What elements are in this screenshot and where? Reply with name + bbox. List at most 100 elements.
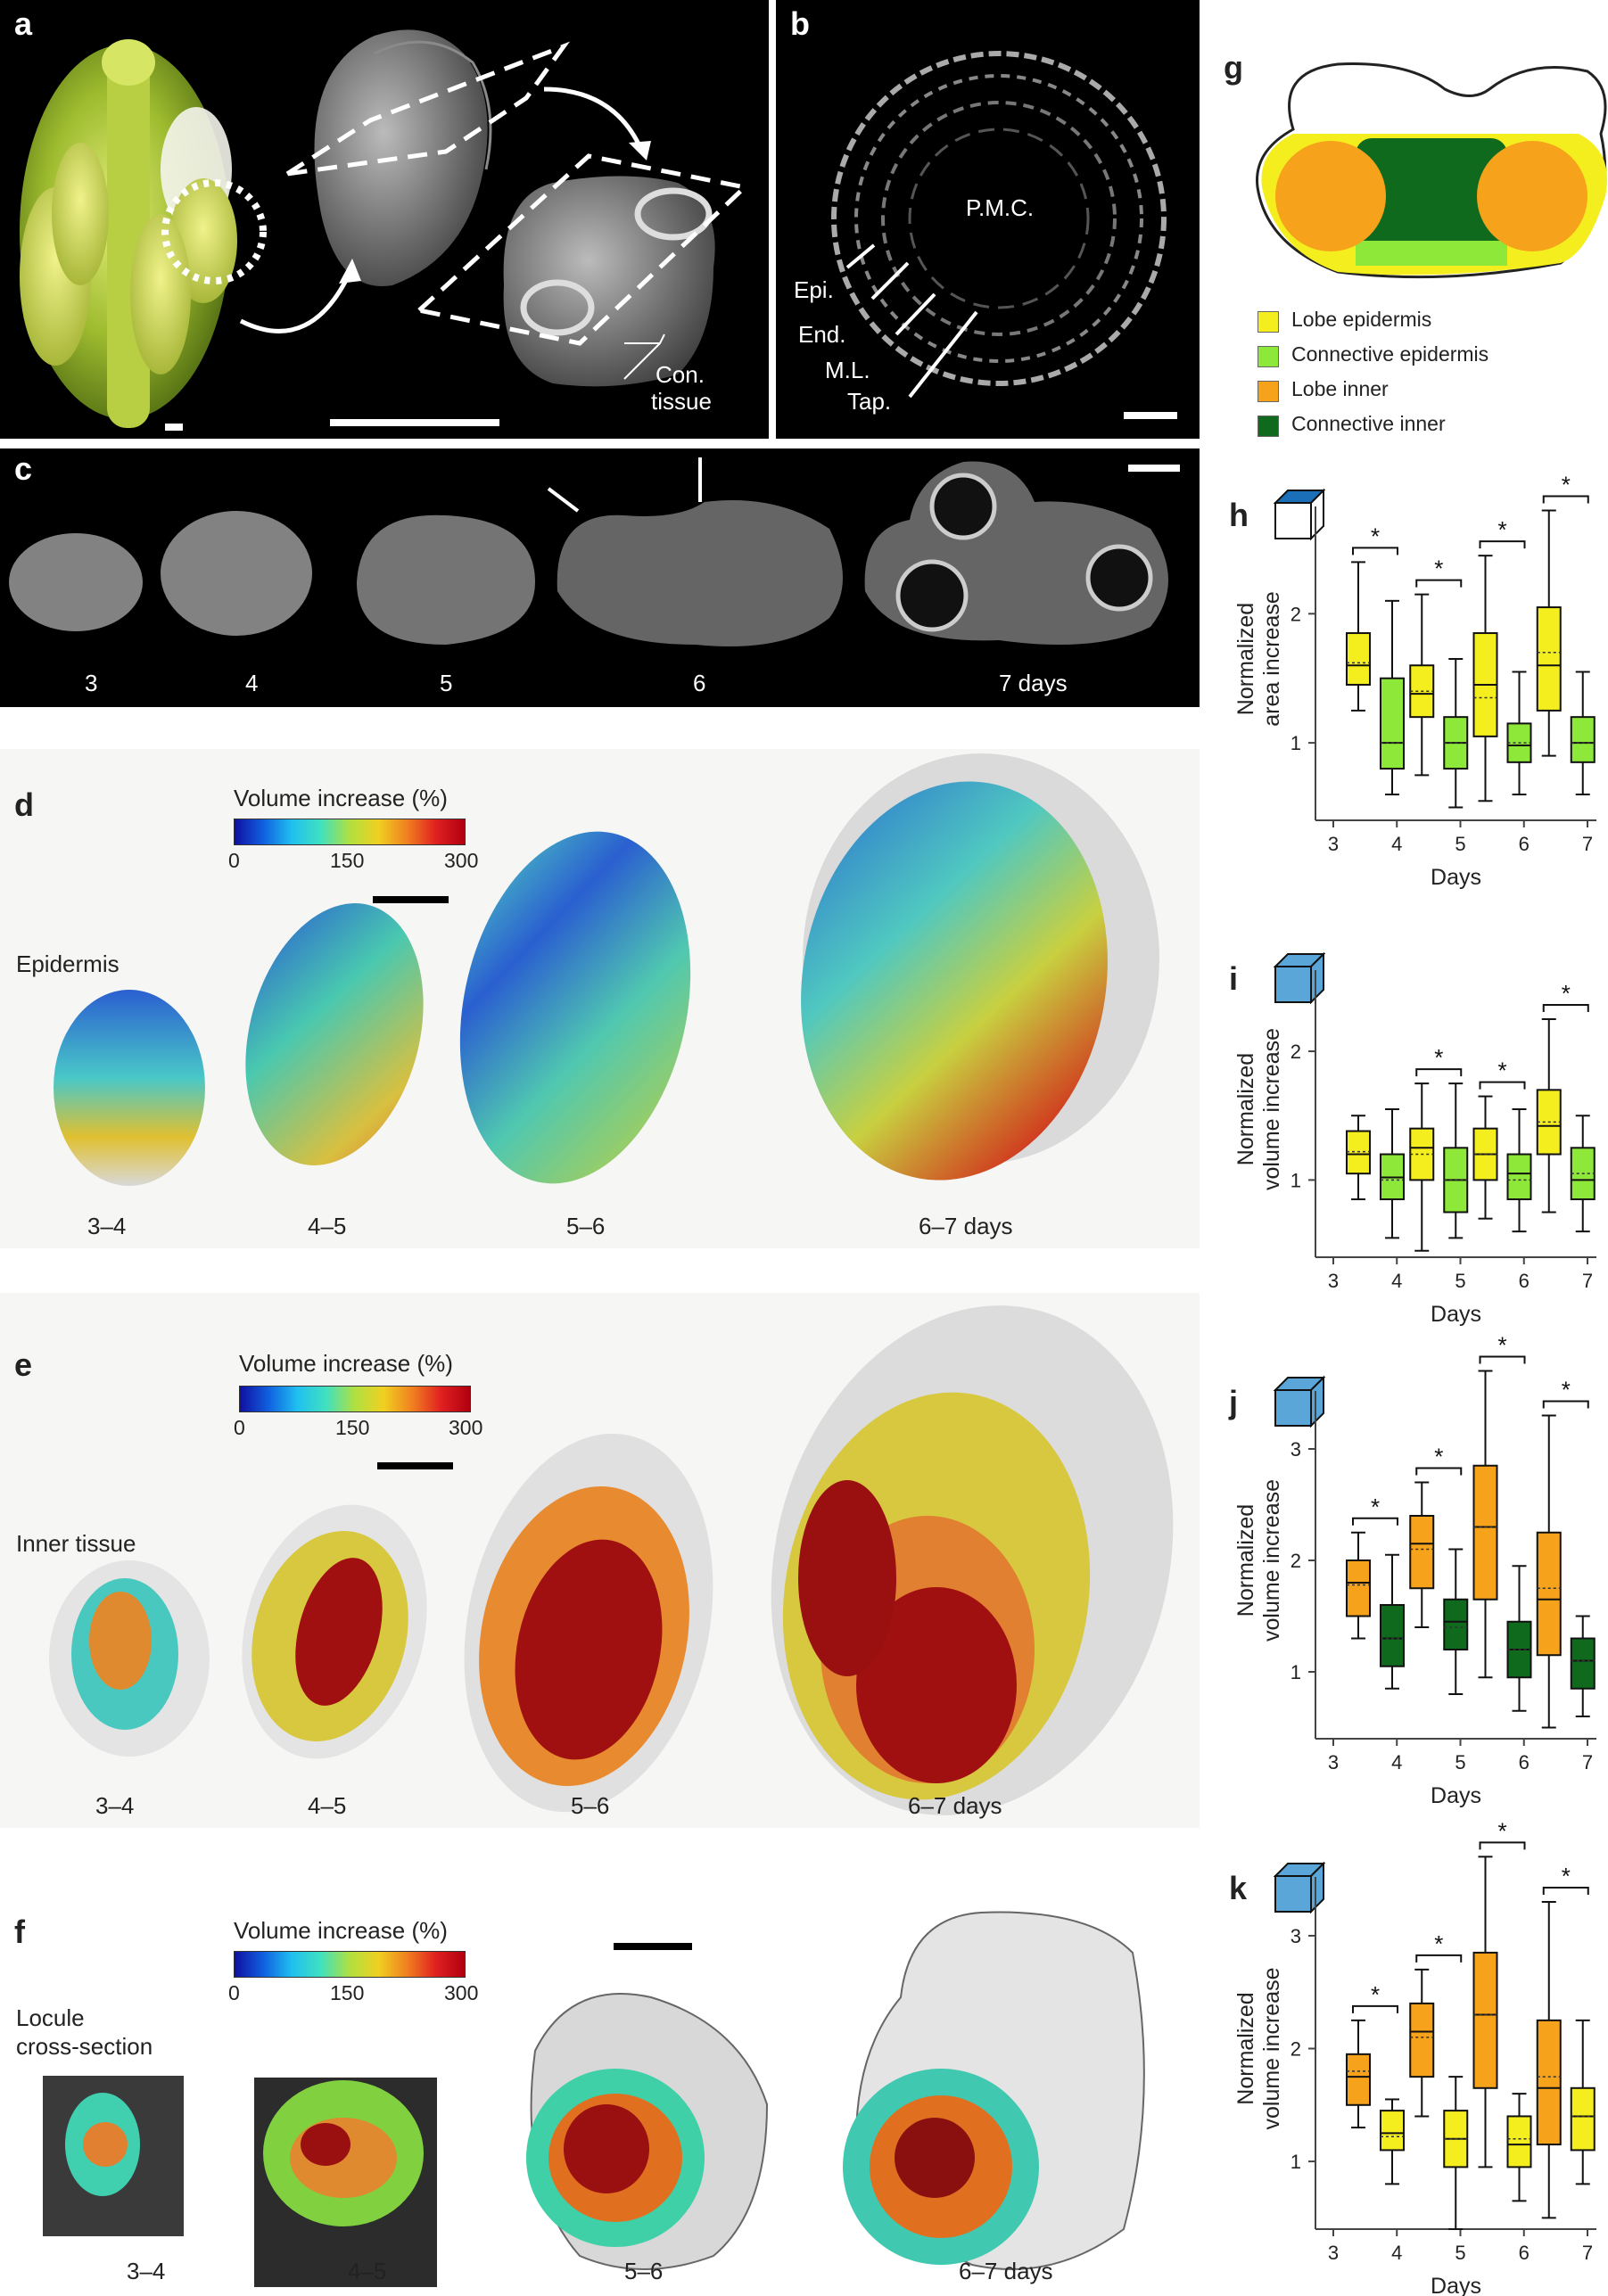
cube-front-face-icon (1274, 502, 1312, 539)
box-k-2-1-iqr (1506, 2115, 1532, 2168)
sig-bracket-h-2 (1479, 540, 1526, 549)
panel-label-d: d (14, 786, 34, 823)
panel-c-image: c 3 4 5 6 7 days (0, 449, 1200, 707)
panel-a-image: a Con. tissue (0, 0, 769, 439)
box-j-3-0-iqr (1536, 1531, 1562, 1657)
panel-label-h: h (1229, 497, 1249, 533)
panel-label-a: a (14, 5, 33, 42)
cross-section-render (503, 176, 715, 387)
colorbar-f (234, 1951, 466, 1978)
panel-label-k: k (1229, 1870, 1248, 1906)
x-tick-label-i-0: 3 (1328, 1270, 1339, 1292)
sig-bracket-h-1 (1415, 579, 1463, 588)
section-plane-1 (285, 41, 570, 177)
arrow-c-1 (547, 487, 580, 513)
x-axis-label-k: Days (1431, 2274, 1481, 2296)
box-i-2-1-iqr (1506, 1153, 1532, 1201)
connective-inner-region (1356, 138, 1507, 245)
arrow-2 (543, 86, 645, 152)
x-tick-label-h-1: 4 (1391, 833, 1402, 855)
x-tick-label-j-4: 7 (1582, 1751, 1593, 1773)
legend-label-lobe-inner: Lobe inner (1291, 377, 1389, 400)
colorbar-tick-e-0: 0 (234, 1416, 245, 1439)
box-i-0-0-iqr (1346, 1130, 1371, 1175)
end-label: End. (798, 321, 846, 348)
colorbar-tick-e-2: 300 (449, 1416, 483, 1439)
anther-stage-6 (557, 500, 843, 646)
anther-3d-render (314, 29, 488, 286)
box-k-3-0-iqr (1536, 2019, 1562, 2146)
panel-d: d Volume increase (%) 0 150 300 Epidermi… (0, 749, 1200, 1248)
colorbar-e (239, 1386, 471, 1412)
sig-star-j-2: * (1497, 1332, 1506, 1359)
x-axis-label-i: Days (1431, 1302, 1481, 1327)
box-k-2-0-iqr (1472, 1951, 1498, 2089)
sig-star-i-2: * (1497, 1057, 1506, 1084)
box-k-1-0-iqr (1409, 2002, 1435, 2078)
colorbar-tick-f-0: 0 (228, 1981, 240, 2004)
y-axis-label-h-1: Normalized (1233, 603, 1258, 715)
panel-c-illustration (9, 457, 1180, 646)
x-tick-label-i-1: 4 (1391, 1270, 1402, 1292)
x-tick-label-j-1: 4 (1391, 1751, 1402, 1773)
x-tick-label-h-4: 7 (1582, 833, 1593, 855)
x-tick-label-h-2: 5 (1455, 833, 1465, 855)
box-j-1-1-iqr (1443, 1598, 1469, 1650)
panel-label-b: b (790, 5, 810, 42)
stage-label-e-1: 4–5 (308, 1792, 347, 1819)
epi-label: Epi. (794, 276, 834, 303)
panel-a-illustration (20, 29, 750, 431)
colorbar-tick-f-2: 300 (444, 1981, 479, 2004)
row-label-d: Epidermis (16, 950, 120, 977)
box-j-3-1-iqr (1570, 1637, 1596, 1690)
x-axis-label-j: Days (1431, 1783, 1481, 1808)
box-j-0-1-iqr (1380, 1604, 1405, 1667)
legend-label-connective-epidermis: Connective epidermis (1291, 342, 1489, 366)
arrow-epi (845, 243, 876, 269)
box-h-3-1-iqr (1570, 716, 1596, 763)
stage-label-c-1: 4 (245, 670, 259, 696)
y-tick-label-k-0: 1 (1291, 2151, 1301, 2173)
stage-label-f-2: 5–6 (624, 2258, 664, 2284)
y-tick-label-j-0: 1 (1291, 1661, 1301, 1683)
section-plane-2 (414, 153, 750, 346)
scale-bar-b (1124, 412, 1177, 419)
y-axis-label-j-2: volume increase (1259, 1479, 1284, 1642)
x-tick-label-j-2: 5 (1455, 1751, 1465, 1773)
anther-stage-5 (357, 514, 535, 645)
x-tick-label-i-2: 5 (1455, 1270, 1465, 1292)
sig-star-i-3: * (1562, 980, 1571, 1007)
cube-side-face-icon (1310, 488, 1324, 541)
sig-bracket-i-2 (1479, 1081, 1526, 1090)
legend-label-connective-inner: Connective inner (1291, 412, 1446, 435)
box-k-3-1-iqr (1570, 2086, 1596, 2152)
stage-label-e-3: 6–7 days (908, 1792, 1002, 1819)
stage-label-c-0: 3 (85, 670, 98, 696)
legend-swatch-connective-inner (1258, 416, 1279, 437)
arrow-end (870, 261, 910, 300)
legend-item-connective-inner: Connective inner (1258, 412, 1605, 439)
sig-star-h-0: * (1371, 523, 1380, 549)
sig-star-j-3: * (1562, 1377, 1571, 1403)
row-label-e: Inner tissue (16, 1530, 136, 1557)
stage-label-d-0: 3–4 (87, 1213, 127, 1239)
x-tick-label-k-4: 7 (1582, 2242, 1593, 2264)
x-tick-label-k-1: 4 (1391, 2242, 1402, 2264)
sig-star-k-0: * (1371, 1981, 1380, 2008)
box-h-0-1-iqr (1380, 677, 1405, 770)
sig-star-i-1: * (1434, 1044, 1443, 1071)
box-h-0-0-iqr (1346, 632, 1371, 686)
legend-swatch-lobe-inner (1258, 381, 1279, 402)
cube-icon (1274, 1875, 1312, 1913)
stage-label-c-3: 6 (693, 670, 706, 696)
row-label-f-2: cross-section (16, 2033, 153, 2060)
sig-star-j-1: * (1434, 1444, 1443, 1470)
stage-label-d-1: 4–5 (308, 1213, 347, 1239)
colorbar-tick-e-1: 150 (335, 1416, 370, 1439)
panel-f: f Volume increase (%) 0 150 300 Locule c… (0, 1872, 1200, 2296)
box-j-0-0-iqr (1346, 1559, 1371, 1617)
colorbar-tick-d-0: 0 (228, 849, 240, 872)
sig-star-h-2: * (1497, 516, 1506, 543)
con-tissue-label-2: tissue (651, 388, 712, 415)
colorbar-d (234, 819, 466, 845)
